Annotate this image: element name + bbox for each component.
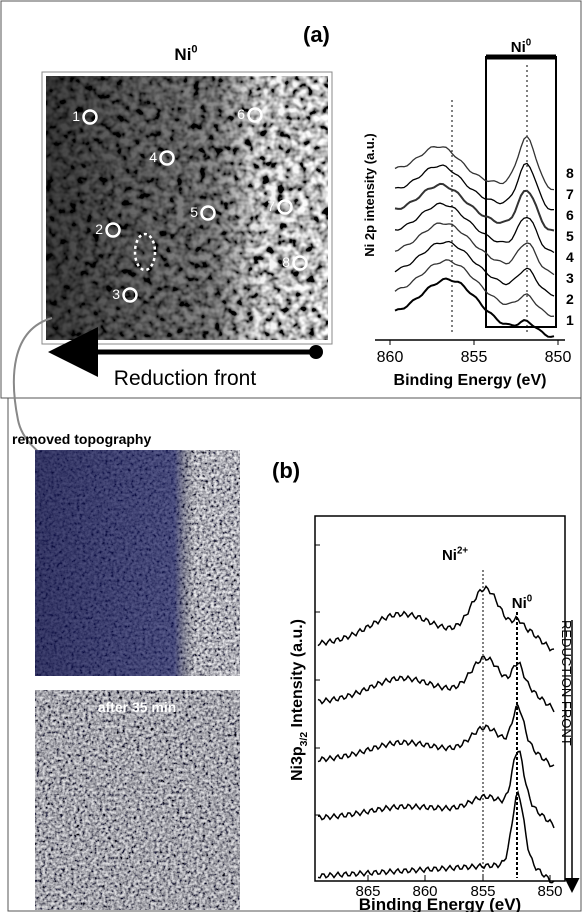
curve-label: 6: [566, 207, 574, 223]
spectrum: [394, 259, 555, 318]
x-tick-label: 855: [461, 349, 488, 366]
arrow-label: REDUCTION FRONT: [559, 620, 574, 746]
panel-label: (a): [303, 22, 330, 47]
curve-label: 8: [566, 165, 574, 181]
spectrum: [394, 240, 555, 297]
y-axis-label: Ni 2p intensity (a.u.): [362, 133, 377, 257]
image-shade: [35, 450, 240, 676]
map-point-label: 2: [95, 221, 103, 237]
text-base: Ni: [442, 547, 457, 564]
map-marker: [159, 150, 175, 166]
x-tick-label: 865: [355, 883, 380, 900]
region-label: Ni0: [511, 37, 532, 56]
spectrum: [317, 704, 555, 768]
map-point-label: 5: [190, 204, 198, 220]
image-label: after 35 min: [98, 699, 177, 715]
peak-label: Ni2+: [442, 545, 468, 564]
peak-label: Ni0: [512, 593, 533, 612]
curve-label: 4: [566, 249, 574, 265]
text-sup: 0: [191, 43, 197, 55]
spectrum: [394, 162, 555, 211]
spectrum: [317, 790, 555, 884]
spectrum: [394, 182, 555, 232]
front-label: Reduction front: [114, 367, 257, 390]
spectrum: [394, 202, 555, 254]
curve-label: 3: [566, 270, 574, 286]
text-sup: 2+: [457, 545, 468, 556]
map-point-label: 4: [149, 149, 157, 165]
plot-frame: [314, 515, 566, 882]
spectrum: [317, 655, 555, 713]
after-image: [35, 690, 240, 910]
map-point-label: 3: [112, 286, 120, 302]
x-tick-label: 855: [470, 883, 495, 900]
spectrum: [317, 584, 555, 652]
image-label: removed topography: [12, 431, 151, 447]
map-title: Ni0: [174, 43, 197, 64]
arrow-origin: [309, 345, 323, 359]
curve-label: 1: [566, 312, 574, 328]
map-marker: [200, 205, 216, 221]
x-axis-label: Binding Energy (eV): [394, 372, 547, 389]
spectrum: [394, 135, 555, 191]
panel-b-border: [7, 397, 582, 912]
text-base: Ni: [174, 45, 191, 64]
x-tick-label: 860: [377, 349, 404, 366]
curve-label: 5: [566, 228, 574, 244]
map-shade: [46, 76, 328, 340]
highlight-ellipse: [133, 232, 157, 272]
y-axis-label: Ni3p3/2 Intensity (a.u.): [289, 619, 310, 781]
map-marker: [247, 107, 263, 123]
text-base: Ni3p: [289, 746, 306, 781]
x-axis-label: Binding Energy (eV): [359, 895, 521, 912]
map-point-label: 7: [267, 198, 275, 214]
text-sup: 0: [526, 37, 532, 48]
panel-label: (b): [272, 458, 300, 483]
spectrum: [394, 222, 555, 276]
text-base: Ni: [512, 595, 527, 612]
map-marker: [122, 287, 138, 303]
map-point-label: 6: [237, 106, 245, 122]
ni0-region: [485, 56, 557, 328]
x-tick-label: 850: [545, 349, 572, 366]
x-tick-label: 860: [412, 883, 437, 900]
map-marker: [82, 109, 98, 125]
curve-label: 7: [566, 186, 574, 202]
map-marker: [277, 199, 293, 215]
curve-label: 2: [566, 291, 574, 307]
text-sup: 0: [527, 593, 533, 604]
x-tick-label: 850: [537, 883, 562, 900]
map-marker: [105, 222, 121, 238]
text-sub: 3/2: [299, 732, 310, 747]
map-marker: [292, 255, 308, 271]
spectrum: [394, 277, 555, 338]
image-shade: [35, 690, 240, 910]
text-base: Ni: [511, 39, 526, 56]
map-point-label: 8: [282, 254, 290, 270]
map-point-label: 1: [72, 108, 80, 124]
spectrum: [317, 750, 555, 829]
text-rest: Intensity (a.u.): [289, 619, 306, 732]
